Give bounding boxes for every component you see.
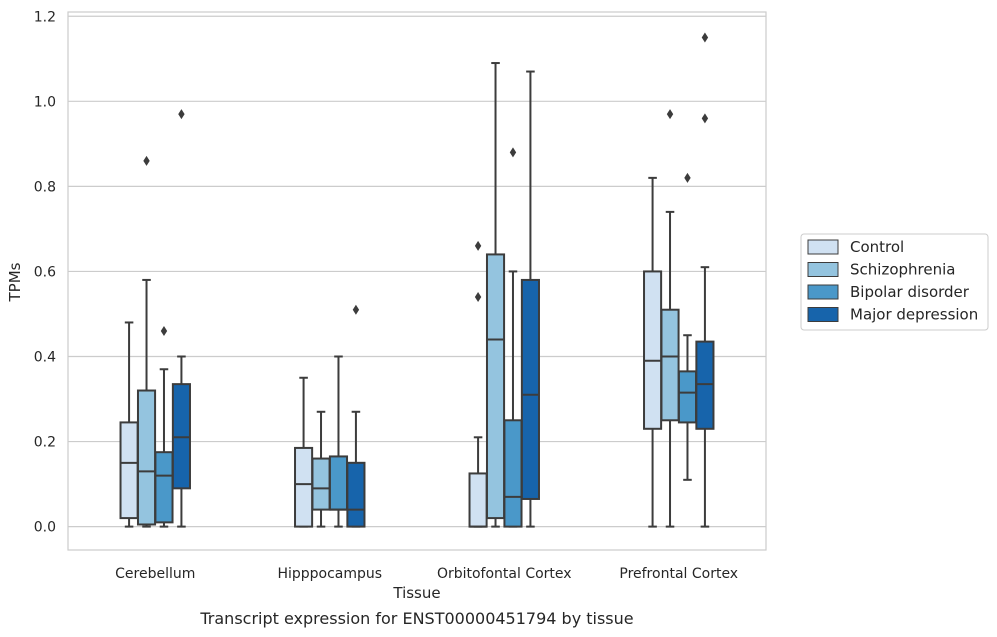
box-iqr [346,461,366,528]
box-2-3 [520,70,540,528]
y-tick-label: 0.4 [34,349,56,365]
legend-label: Major depression [850,306,978,324]
box-iqr [294,446,314,528]
outlier-point [509,147,517,158]
chart-caption: Transcript expression for ENST0000045179… [199,609,633,628]
outlier-point [474,291,482,302]
box-iqr [328,455,349,511]
outlier-point [474,240,482,251]
box-iqr [311,457,331,511]
box-iqr [485,253,506,520]
box-iqr [660,308,680,422]
outlier-point [684,172,691,183]
box-iqr [677,370,698,424]
box-iqr [136,389,157,526]
box-iqr [119,421,139,520]
y-tick-label: 0.6 [34,264,56,280]
box-iqr [154,451,174,524]
outlier-point [352,304,360,315]
x-tick-label: Orbitofontal Cortex [437,566,572,582]
box-0-1 [136,155,157,528]
legend-label: Bipolar disorder [850,283,970,301]
legend-label: Control [850,238,904,256]
legend-label: Schizophrenia [850,261,955,279]
box-iqr [468,472,488,528]
box-1-3 [346,304,366,528]
outlier-point [143,155,150,166]
box-0-2 [154,325,174,528]
y-axis-label: TPMs [6,262,24,302]
outlier-point [701,32,709,43]
boxes [119,32,715,528]
box-iqr [695,340,715,430]
box-3-2 [677,172,698,481]
box-0-3 [171,109,191,528]
legend-swatch [807,284,839,300]
legend: Control Schizophrenia Bipolar disorder Majo… [800,233,989,331]
x-tick-labels: Cerebellum Hipppocampus Orbitofontal Corte… [115,566,738,582]
outlier-point [701,113,709,124]
y-tick-label: 1.2 [34,9,56,25]
x-axis-label: Tissue [392,584,440,602]
box-3-1 [660,109,680,528]
legend-frame [800,233,989,331]
box-2-1 [485,62,506,528]
box-2-0 [468,240,488,528]
box-iqr [520,278,540,500]
y-tick-label: 0.0 [34,520,56,536]
box-2-2 [503,147,523,528]
outlier-point [160,325,168,336]
x-tick-label: Cerebellum [115,566,195,582]
y-tick-label: 1.0 [34,94,56,110]
y-tick-label: 0.2 [34,435,56,451]
box-3-3 [695,32,715,528]
box-iqr [171,383,191,490]
legend-swatch [807,239,839,255]
y-tick-labels: 0.0 0.2 0.4 0.6 0.8 1.0 1.2 [34,9,56,535]
box-iqr [643,270,663,430]
x-tick-label: Hipppocampus [277,566,382,582]
y-tick-label: 0.8 [34,179,56,195]
legend-swatch [807,262,839,277]
outlier-point [666,109,674,120]
box-iqr [503,419,523,528]
x-tick-label: Prefrontal Cortex [619,566,738,582]
legend-swatch [807,307,839,322]
outlier-point [178,109,185,120]
